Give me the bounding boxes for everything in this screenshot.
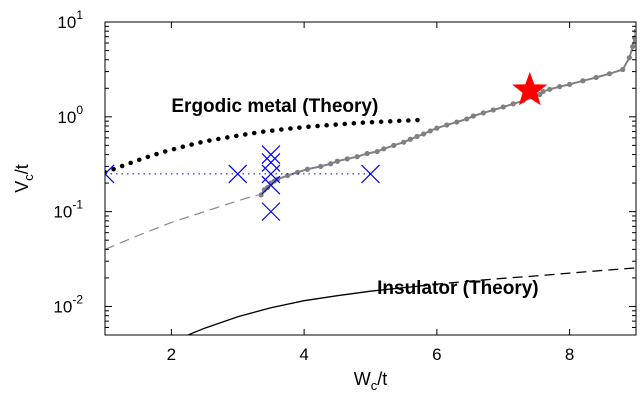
annotation-label: Ergodic metal (Theory): [171, 96, 378, 117]
annotation-label: Insulator (Theory): [377, 278, 539, 299]
x-tick-label: 8: [565, 345, 574, 364]
blue-x-marker: [361, 164, 380, 184]
blue-x-marker: [261, 175, 281, 195]
gray-point: [480, 110, 486, 116]
ergodic-theory-line: [105, 117, 426, 175]
gray-point: [265, 184, 271, 191]
gray-point: [414, 133, 420, 140]
gray-point: [606, 71, 613, 77]
gray-point: [454, 119, 460, 125]
y-axis-label: Vc/t: [12, 164, 36, 193]
series-layer: [105, 28, 636, 335]
blue-x-marker: [261, 202, 281, 222]
gray-point: [620, 66, 626, 73]
gray-point: [434, 125, 440, 131]
y-tick-label: 10-2: [53, 292, 83, 316]
plot-area: [104, 21, 637, 336]
gray-dashed-line: [105, 194, 258, 250]
gray-point: [304, 166, 311, 172]
gray-point: [284, 172, 291, 179]
x-tick-label: 6: [432, 345, 441, 364]
gray-point: [374, 148, 380, 155]
gray-point: [391, 142, 397, 148]
gray-point: [500, 104, 506, 110]
gray-point: [580, 78, 586, 84]
gray-point: [364, 150, 370, 157]
x-axis-label: Wc/t: [354, 369, 388, 393]
blue-x-marker: [105, 164, 115, 184]
gray-point: [334, 158, 340, 164]
gray-point: [626, 55, 632, 61]
insulator-theory-solid: [187, 285, 418, 335]
x-tick-label: 4: [299, 345, 308, 364]
gray-point: [318, 163, 324, 169]
x-tick-label: 2: [167, 345, 176, 364]
insulator-theory-dashed: [416, 267, 636, 287]
annotations: Ergodic metal (Theory) Insulator (Theory): [171, 96, 538, 299]
gray-point: [470, 113, 476, 119]
gray-point: [630, 44, 636, 50]
y-tick-label: 10-1: [53, 198, 83, 222]
gray-point: [537, 91, 543, 98]
axes: 2 4 6 8 10-2 10-1 100 101 Wc/t Vc/t: [12, 8, 636, 393]
blue-x-marker: [261, 145, 281, 164]
y-tick-label: 100: [57, 103, 83, 127]
blue-x-marker: [228, 164, 248, 184]
gray-point: [540, 88, 546, 95]
blue-x-marker: [261, 153, 281, 172]
gray-point: [557, 84, 563, 90]
red-star-marker: [512, 71, 548, 106]
gray-point: [381, 146, 387, 152]
gray-point: [510, 101, 516, 107]
gray-point: [401, 139, 407, 145]
gray-point: [407, 136, 413, 142]
gray-point: [354, 154, 360, 160]
gray-point: [593, 74, 599, 81]
gray-point: [427, 128, 433, 134]
gray-point: [567, 81, 573, 87]
gray-point: [328, 161, 334, 167]
gray-point: [490, 107, 496, 113]
gray-point: [294, 169, 301, 175]
gray-point: [547, 86, 553, 92]
gray-point: [444, 122, 450, 128]
gray-point: [344, 156, 350, 162]
gray-point: [421, 131, 427, 137]
gray-point: [464, 116, 470, 122]
y-tick-label: 101: [57, 8, 83, 32]
